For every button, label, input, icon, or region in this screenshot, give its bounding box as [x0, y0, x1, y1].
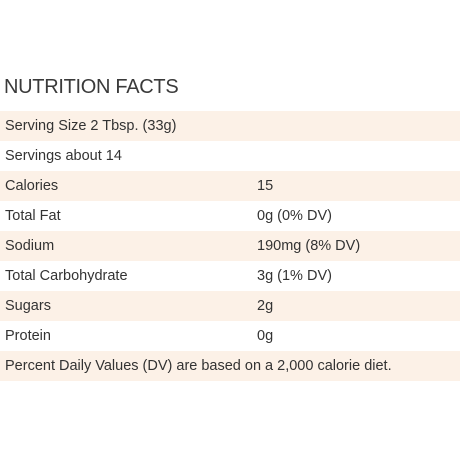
table-row-total-carbohydrate: Total Carbohydrate 3g (1% DV) — [0, 261, 460, 291]
row-value: 190mg (8% DV) — [257, 238, 361, 254]
table-row-sodium: Sodium 190mg (8% DV) — [0, 231, 460, 261]
row-label: Sugars — [5, 298, 51, 314]
row-label: Protein — [5, 328, 51, 344]
row-label: Total Fat — [5, 208, 61, 224]
row-label: Serving Size 2 Tbsp. (33g) — [5, 118, 177, 134]
row-label: Sodium — [5, 238, 55, 254]
row-label: Total Carbohydrate — [5, 268, 128, 284]
table-row-dv-footnote: Percent Daily Values (DV) are based on a… — [0, 351, 460, 381]
row-label: Calories — [5, 178, 59, 194]
row-value: 0g (0% DV) — [257, 208, 332, 224]
table-row-total-fat: Total Fat 0g (0% DV) — [0, 201, 460, 231]
dv-footnote: Percent Daily Values (DV) are based on a… — [5, 358, 392, 374]
table-row-calories: Calories 15 — [0, 171, 460, 201]
table-row-servings: Servings about 14 — [0, 141, 460, 171]
row-label: Servings about 14 — [5, 148, 122, 164]
table-row-serving-size: Serving Size 2 Tbsp. (33g) — [0, 111, 460, 141]
row-value: 2g — [257, 298, 274, 314]
nutrition-table: Serving Size 2 Tbsp. (33g) Servings abou… — [0, 111, 460, 381]
row-value: 15 — [257, 178, 274, 194]
row-value: 0g — [257, 328, 274, 344]
table-row-protein: Protein 0g — [0, 321, 460, 351]
row-value: 3g (1% DV) — [257, 268, 332, 284]
table-row-sugars: Sugars 2g — [0, 291, 460, 321]
nutrition-facts-title: NUTRITION FACTS — [4, 76, 179, 98]
